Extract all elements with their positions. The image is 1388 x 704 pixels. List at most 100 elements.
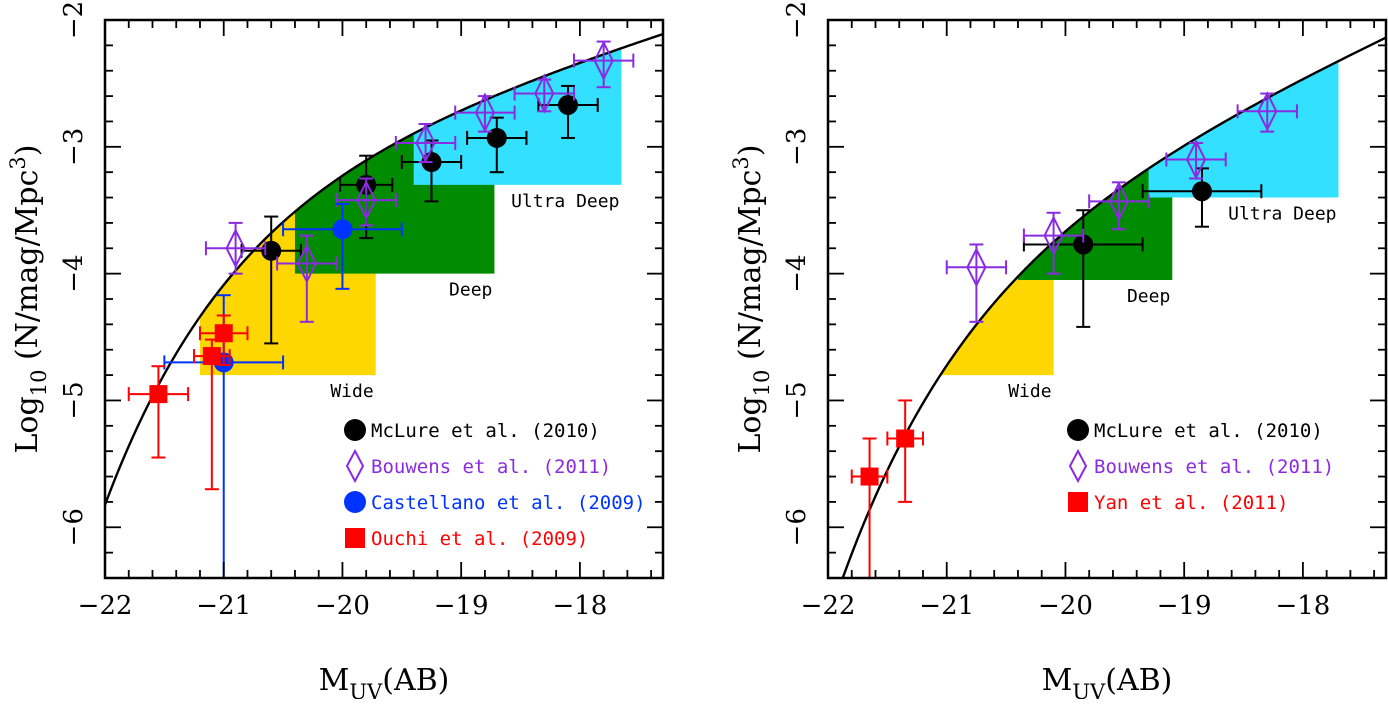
marker-circle [332,219,353,240]
y-tick-label: −3 [59,128,89,166]
y-tick-label: −6 [782,508,812,546]
marker-diamond [1185,139,1207,180]
x-tick-label: −20 [1038,591,1093,621]
region-label-deep: Deep [1127,286,1170,307]
series-yan [850,399,924,578]
marker-square [860,467,879,486]
legend-entry: Yan et al. (2011) [1094,492,1288,514]
y-axis-label-sup: 3 [6,156,30,169]
data-point [1088,181,1150,231]
x-tick-label: −20 [315,591,370,621]
marker-circle [1073,234,1094,255]
ticks [104,19,663,579]
schechter-curve [105,32,663,506]
data-point [945,243,1008,323]
legend-marker-diamond [345,448,365,484]
marker-diamond [966,247,987,288]
x-axis-label-tail: (AB) [382,663,449,698]
data-point [537,84,599,139]
x-axis-label: MUV(AB) [1042,663,1173,699]
data-point [1022,211,1085,275]
data-point [454,92,516,133]
x-tick-label: −19 [1157,591,1212,621]
data-point [335,177,397,227]
marker-diamond [225,228,246,269]
legend-entry: McLure et al. (2010) [1094,420,1323,442]
x-tick-label: −22 [78,591,133,621]
marker-diamond [1257,91,1278,132]
x-tick-label: −21 [196,591,251,621]
data-point [572,40,635,89]
y-tick-label: −2 [59,1,89,39]
marker-square [149,385,168,404]
x-tick-label: −21 [919,591,974,621]
x-tick-label: −19 [434,591,489,621]
data-point [850,437,889,578]
data-point [513,73,575,114]
marker-square [896,429,915,448]
data-point [1141,167,1263,228]
region-label-wide: Wide [1008,381,1051,402]
marker-circle [1191,181,1212,202]
marker-circle [486,127,507,148]
y-axis-label: Log10 (N/mag/Mpc3) [6,145,51,454]
marker-diamond [415,122,436,164]
y-axis-label-sub: 10 [27,370,51,397]
region-label-ultra-deep: Ultra Deep [511,191,619,212]
data-point [282,202,403,290]
y-tick-label: −5 [59,381,89,419]
series-bouwens [945,91,1298,323]
marker-circle [558,94,579,115]
x-axis-label-main: M [319,663,350,698]
region-ultra-deep [1148,61,1339,198]
legend-marker-circle [1067,419,1089,441]
marker-diamond [534,73,555,114]
y-tick-label: −2 [782,1,812,39]
data-point [240,215,302,345]
plot-area [105,32,663,578]
x-tick-label: −18 [1275,591,1330,621]
data-point [198,314,249,366]
y-axis-label-main: Log [733,396,768,453]
legend-entry: Bouwens et al. (2011) [371,456,611,478]
y-axis-label-close: ) [733,145,768,157]
marker-diamond [474,92,496,133]
region-label-deep: Deep [449,280,492,301]
y-tick-label: −5 [782,381,812,419]
y-axis-label-main: Log [10,396,45,453]
data-point [204,221,267,275]
x-axis-label-main: M [1042,663,1073,698]
marker-diamond [1043,215,1064,256]
marker-diamond [356,179,377,221]
series-ouchi [127,314,249,491]
legend: McLure et al. (2010) Bouwens et al. (2011… [1067,419,1334,514]
y-axis-label-tail: (N/mag/Mpc [733,170,768,370]
legend-entry: McLure et al. (2010) [371,420,600,442]
data-point [1236,91,1298,133]
schechter-curve [841,36,1386,578]
panel-right: Wide Deep Ultra Deep −22 −21 −20 −19 −18 −6 −5 −4 −… [729,1,1388,704]
y-tick-label: −3 [782,128,812,166]
y-axis-label-sup: 3 [729,156,753,169]
data-point [394,122,457,164]
legend: McLure et al. (2010) Bouwens et al. (2011… [344,419,646,550]
legend-marker-square [1068,492,1088,512]
y-axis-label-tail: (N/mag/Mpc [10,170,45,370]
legend-entry: Castellano et al. (2009) [371,492,646,514]
marker-circle [261,240,282,261]
data-point [276,234,338,323]
y-tick-label: −6 [59,508,89,546]
y-tick-label: −4 [59,254,89,292]
y-axis-label-sub: 10 [750,370,774,397]
ticks [827,19,1386,579]
legend-entry: Ouchi et al. (2009) [371,528,588,550]
panel-left: Wide Deep Ultra Deep −22 −21 −20 −19 −18 −6 −5 −4 −… [6,1,665,704]
marker-diamond [1108,181,1129,222]
y-axis-label: Log10 (N/mag/Mpc3) [729,145,774,454]
region-ultra-deep [413,48,622,185]
x-axis-label-sub: UV [349,680,383,699]
region-label-wide: Wide [330,381,373,402]
marker-diamond [593,40,614,81]
